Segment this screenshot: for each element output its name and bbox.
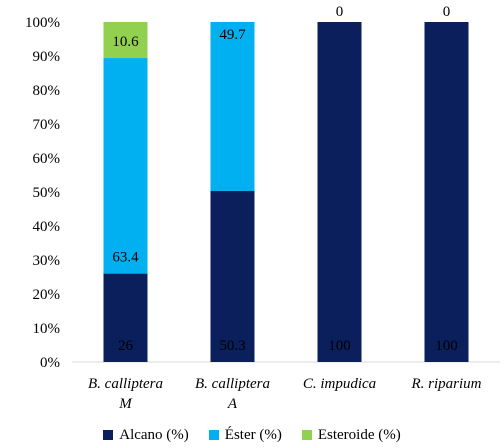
y-tick-label: 0% (40, 355, 60, 371)
y-tick-label: 100% (25, 15, 60, 31)
legend: Alcano (%) Éster (%) Esteroide (%) (0, 424, 504, 446)
data-label: 63.4 (112, 250, 139, 266)
legend-label-esteroide: Esteroide (%) (317, 426, 401, 443)
legend-swatch-esteroide (301, 430, 312, 440)
x-tick-label: B. calliptera (195, 376, 270, 392)
y-tick-label: 10% (33, 321, 61, 337)
bar-segment (103, 22, 148, 59)
data-label: 100 (435, 338, 458, 354)
chart-canvas: 0% 10% 20% 30% 40% 50% 60% 70% 80% 90% 100% 26 63.4 1… (25, 4, 500, 412)
legend-swatch-ester (208, 430, 219, 440)
legend-swatch-alcano (103, 430, 114, 440)
data-label: 0 (443, 4, 451, 20)
y-tick-label: 80% (33, 83, 61, 99)
x-tick-label: C. impudica (303, 376, 376, 392)
data-label: 50.3 (219, 338, 245, 354)
y-tick-label: 20% (33, 287, 61, 303)
legend-item-alcano: Alcano (%) (103, 427, 189, 444)
y-tick-label: 50% (33, 185, 61, 201)
legend-label-ester: Éster (%) (224, 426, 282, 443)
x-tick-label-line2: M (118, 396, 133, 412)
data-label: 100 (328, 338, 351, 354)
bar-segment (210, 22, 255, 191)
legend-item-ester: Éster (%) (208, 426, 282, 444)
legend-label-alcano: Alcano (%) (119, 426, 189, 443)
x-tick-label: B. calliptera (88, 376, 163, 392)
bar-segment (103, 273, 148, 362)
bar-segment (103, 58, 148, 274)
y-tick-label: 40% (33, 219, 61, 235)
bar-segment (317, 22, 362, 362)
x-tick-label-line2: A (227, 396, 238, 412)
y-tick-label: 90% (33, 49, 61, 65)
y-tick-label: 60% (33, 151, 61, 167)
data-label: 26 (118, 338, 134, 354)
data-label: 49.7 (219, 27, 246, 43)
y-tick-label: 70% (33, 117, 61, 133)
legend-item-esteroide: Esteroide (%) (301, 426, 401, 444)
x-tick-label: R. riparium (410, 376, 481, 392)
bar-segment (424, 22, 469, 362)
data-label: 0 (336, 4, 344, 20)
data-label: 10.6 (112, 34, 139, 50)
bar-segment (210, 190, 255, 362)
y-tick-label: 30% (33, 253, 61, 269)
